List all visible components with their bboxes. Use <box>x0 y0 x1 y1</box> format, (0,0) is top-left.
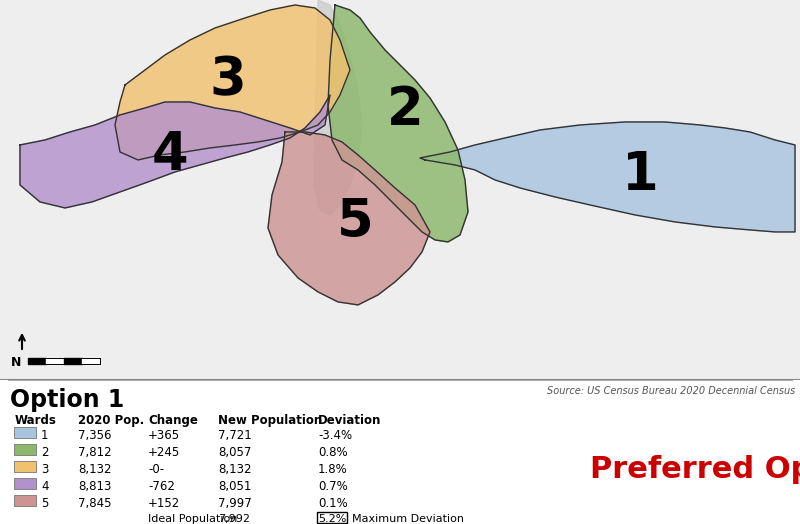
Text: -0-: -0- <box>148 463 164 476</box>
Text: 2: 2 <box>41 446 49 459</box>
Text: 7,721: 7,721 <box>218 429 252 442</box>
Text: -3.4%: -3.4% <box>318 429 352 442</box>
Text: 3: 3 <box>41 463 48 476</box>
Polygon shape <box>0 0 800 380</box>
Text: 1: 1 <box>41 429 49 442</box>
Text: 8,132: 8,132 <box>218 463 251 476</box>
Text: -762: -762 <box>148 480 175 493</box>
Text: Ideal Population: Ideal Population <box>148 514 238 524</box>
Text: 1.8%: 1.8% <box>318 463 348 476</box>
Text: +152: +152 <box>148 497 180 510</box>
Text: Preferred Option: Preferred Option <box>590 455 800 484</box>
Polygon shape <box>268 132 430 305</box>
Text: 8,051: 8,051 <box>218 480 251 493</box>
Bar <box>14 444 36 455</box>
Polygon shape <box>20 95 330 208</box>
Text: 4: 4 <box>152 129 188 181</box>
Bar <box>14 427 36 438</box>
Text: 7,356: 7,356 <box>78 429 111 442</box>
Text: 7,812: 7,812 <box>78 446 112 459</box>
Polygon shape <box>328 5 468 242</box>
Text: 2: 2 <box>386 84 423 136</box>
Text: 0.1%: 0.1% <box>318 497 348 510</box>
Text: 1: 1 <box>622 149 658 201</box>
Text: Maximum Deviation: Maximum Deviation <box>352 514 464 524</box>
Text: 2020 Pop.: 2020 Pop. <box>78 414 144 427</box>
Text: 5: 5 <box>41 497 48 510</box>
Text: 5: 5 <box>337 196 374 248</box>
Text: Change: Change <box>148 414 198 427</box>
Text: 4: 4 <box>41 480 49 493</box>
Polygon shape <box>420 122 795 232</box>
Text: Wards: Wards <box>15 414 57 427</box>
Text: 7,992: 7,992 <box>218 514 250 524</box>
Text: 8,132: 8,132 <box>78 463 111 476</box>
Text: +365: +365 <box>148 429 180 442</box>
Text: N: N <box>11 356 21 369</box>
Text: 0.7%: 0.7% <box>318 480 348 493</box>
Text: Option 1: Option 1 <box>10 388 124 412</box>
Text: 8,057: 8,057 <box>218 446 251 459</box>
Text: 5.2%: 5.2% <box>318 514 346 524</box>
Bar <box>14 495 36 506</box>
Text: +245: +245 <box>148 446 180 459</box>
Bar <box>317 512 347 523</box>
Polygon shape <box>115 5 350 160</box>
Polygon shape <box>314 0 362 215</box>
Bar <box>14 478 36 489</box>
Text: 3: 3 <box>210 54 246 106</box>
Text: Source: US Census Bureau 2020 Decennial Census: Source: US Census Bureau 2020 Decennial … <box>546 386 795 396</box>
Text: Deviation: Deviation <box>318 414 382 427</box>
Text: 0.8%: 0.8% <box>318 446 348 459</box>
Text: 7,845: 7,845 <box>78 497 111 510</box>
Text: New Population: New Population <box>218 414 322 427</box>
Text: 8,813: 8,813 <box>78 480 111 493</box>
Text: 7,997: 7,997 <box>218 497 252 510</box>
Bar <box>14 461 36 472</box>
